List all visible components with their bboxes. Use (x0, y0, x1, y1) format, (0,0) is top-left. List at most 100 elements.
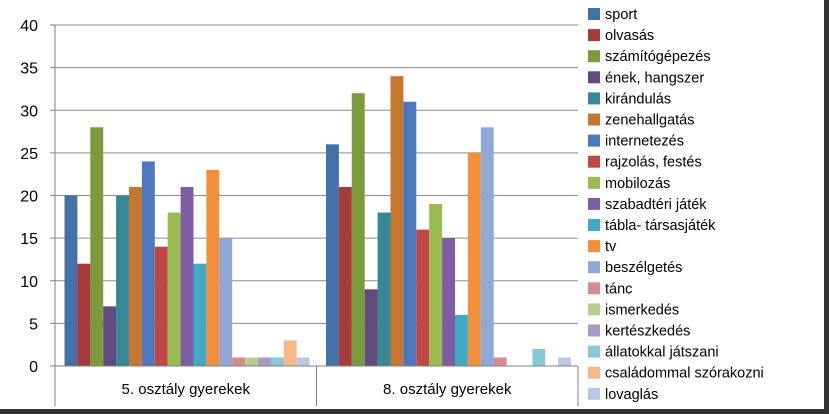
x-tick-label: 5. osztály gyerekek (122, 381, 251, 398)
legend-swatch (588, 324, 600, 337)
bar (141, 161, 155, 366)
bar (116, 195, 129, 366)
bar (351, 93, 365, 366)
legend-entry: sport (588, 7, 637, 23)
legend-entry: számítógépezés (588, 49, 711, 65)
legend-swatch (588, 197, 600, 210)
legend-entry: rajzolás, festés (588, 155, 702, 171)
y-tick-label: 15 (20, 231, 38, 248)
legend-entry: mobilozás (588, 176, 670, 192)
y-tick-label: 40 (20, 18, 38, 35)
legend-label: állatokkal játszani (605, 345, 719, 361)
bar (338, 186, 352, 366)
bar (219, 238, 233, 366)
legend-entry: internetezés (588, 134, 684, 150)
legend-swatch (588, 261, 600, 274)
legend-entry: tv (588, 239, 617, 255)
bar (326, 144, 339, 366)
legend-label: tv (605, 239, 617, 255)
legend-entry: tábla- társasjáték (588, 218, 716, 234)
bar (232, 357, 246, 366)
bar (245, 357, 258, 366)
legend-entry: lovaglás (588, 387, 658, 403)
bar (283, 340, 297, 366)
legend-label: zenehallgatás (605, 113, 695, 129)
legend-label: internetezés (605, 134, 684, 150)
bar (480, 127, 494, 366)
legend-label: családommal szórakozni (605, 366, 764, 382)
bar (377, 212, 391, 366)
legend-swatch (588, 113, 600, 126)
x-tick-label: 8. osztály gyerekek (383, 381, 512, 398)
legend-swatch (588, 92, 600, 105)
legend-entry: ének, hangszer (588, 70, 704, 86)
legend-entry: zenehallgatás (588, 113, 695, 129)
y-tick-label: 0 (29, 359, 38, 376)
y-tick-label: 30 (20, 103, 38, 120)
legend-label: beszélgetés (605, 260, 682, 276)
y-tick-label: 35 (20, 61, 38, 78)
legend-entry: kertészkedés (588, 324, 690, 340)
bar (296, 357, 310, 366)
y-tick-label: 25 (20, 146, 38, 163)
bar (129, 186, 142, 366)
legend-label: szabadtéri játék (605, 197, 707, 213)
bar (193, 263, 207, 366)
bar (403, 101, 417, 366)
legend-swatch (588, 155, 600, 168)
legend-entry: szabadtéri játék (588, 197, 707, 213)
bar (532, 348, 546, 366)
legend-swatch (588, 303, 600, 316)
bar (258, 357, 271, 366)
legend-swatch (588, 176, 600, 189)
axes: 0 5 10 15 20 25 30 35 40 5. osztály gyerekek 8. os… (20, 18, 579, 406)
legend-label: ismerkedés (605, 302, 679, 318)
legend-label: tánc (605, 281, 632, 297)
legend-entry: családommal szórakozni (588, 366, 764, 382)
legend-entry: ismerkedés (588, 302, 679, 318)
legend-swatch (588, 240, 600, 253)
legend-label: ének, hangszer (605, 70, 704, 86)
legend: sport olvasás számítógépezés ének, hangszer… (588, 7, 764, 403)
bar (77, 263, 91, 366)
bar (390, 76, 404, 367)
y-tick-label: 10 (20, 274, 38, 291)
legend-label: olvasás (605, 28, 654, 44)
bar (455, 314, 468, 366)
y-tick-label: 5 (29, 316, 38, 333)
legend-swatch (588, 345, 600, 358)
bars (64, 76, 572, 367)
legend-swatch (588, 8, 600, 20)
legend-label: kertészkedés (605, 324, 690, 340)
bar (429, 204, 443, 366)
legend-swatch (588, 219, 600, 231)
bar (416, 229, 430, 366)
legend-swatch (588, 387, 600, 400)
bar (206, 169, 220, 366)
bar (493, 357, 507, 366)
legend-entry: tánc (588, 281, 632, 297)
bar (103, 306, 117, 366)
legend-swatch (588, 71, 600, 84)
bar (558, 357, 572, 366)
legend-label: sport (605, 7, 637, 23)
legend-label: mobilozás (605, 176, 670, 192)
legend-label: kirándulás (605, 91, 671, 107)
legend-swatch (588, 366, 600, 379)
bar (467, 152, 481, 366)
legend-swatch (588, 29, 600, 42)
bar (90, 127, 104, 366)
legend-entry: beszélgetés (588, 260, 682, 276)
legend-label: rajzolás, festés (605, 155, 702, 171)
bar (180, 186, 194, 366)
bar (442, 238, 455, 366)
bar (270, 357, 284, 366)
legend-entry: állatokkal játszani (588, 345, 719, 361)
legend-label: tábla- társasjáték (605, 218, 716, 234)
bar (167, 212, 181, 366)
legend-label: számítógépezés (605, 49, 711, 65)
legend-swatch (588, 282, 600, 295)
legend-entry: olvasás (588, 28, 654, 44)
